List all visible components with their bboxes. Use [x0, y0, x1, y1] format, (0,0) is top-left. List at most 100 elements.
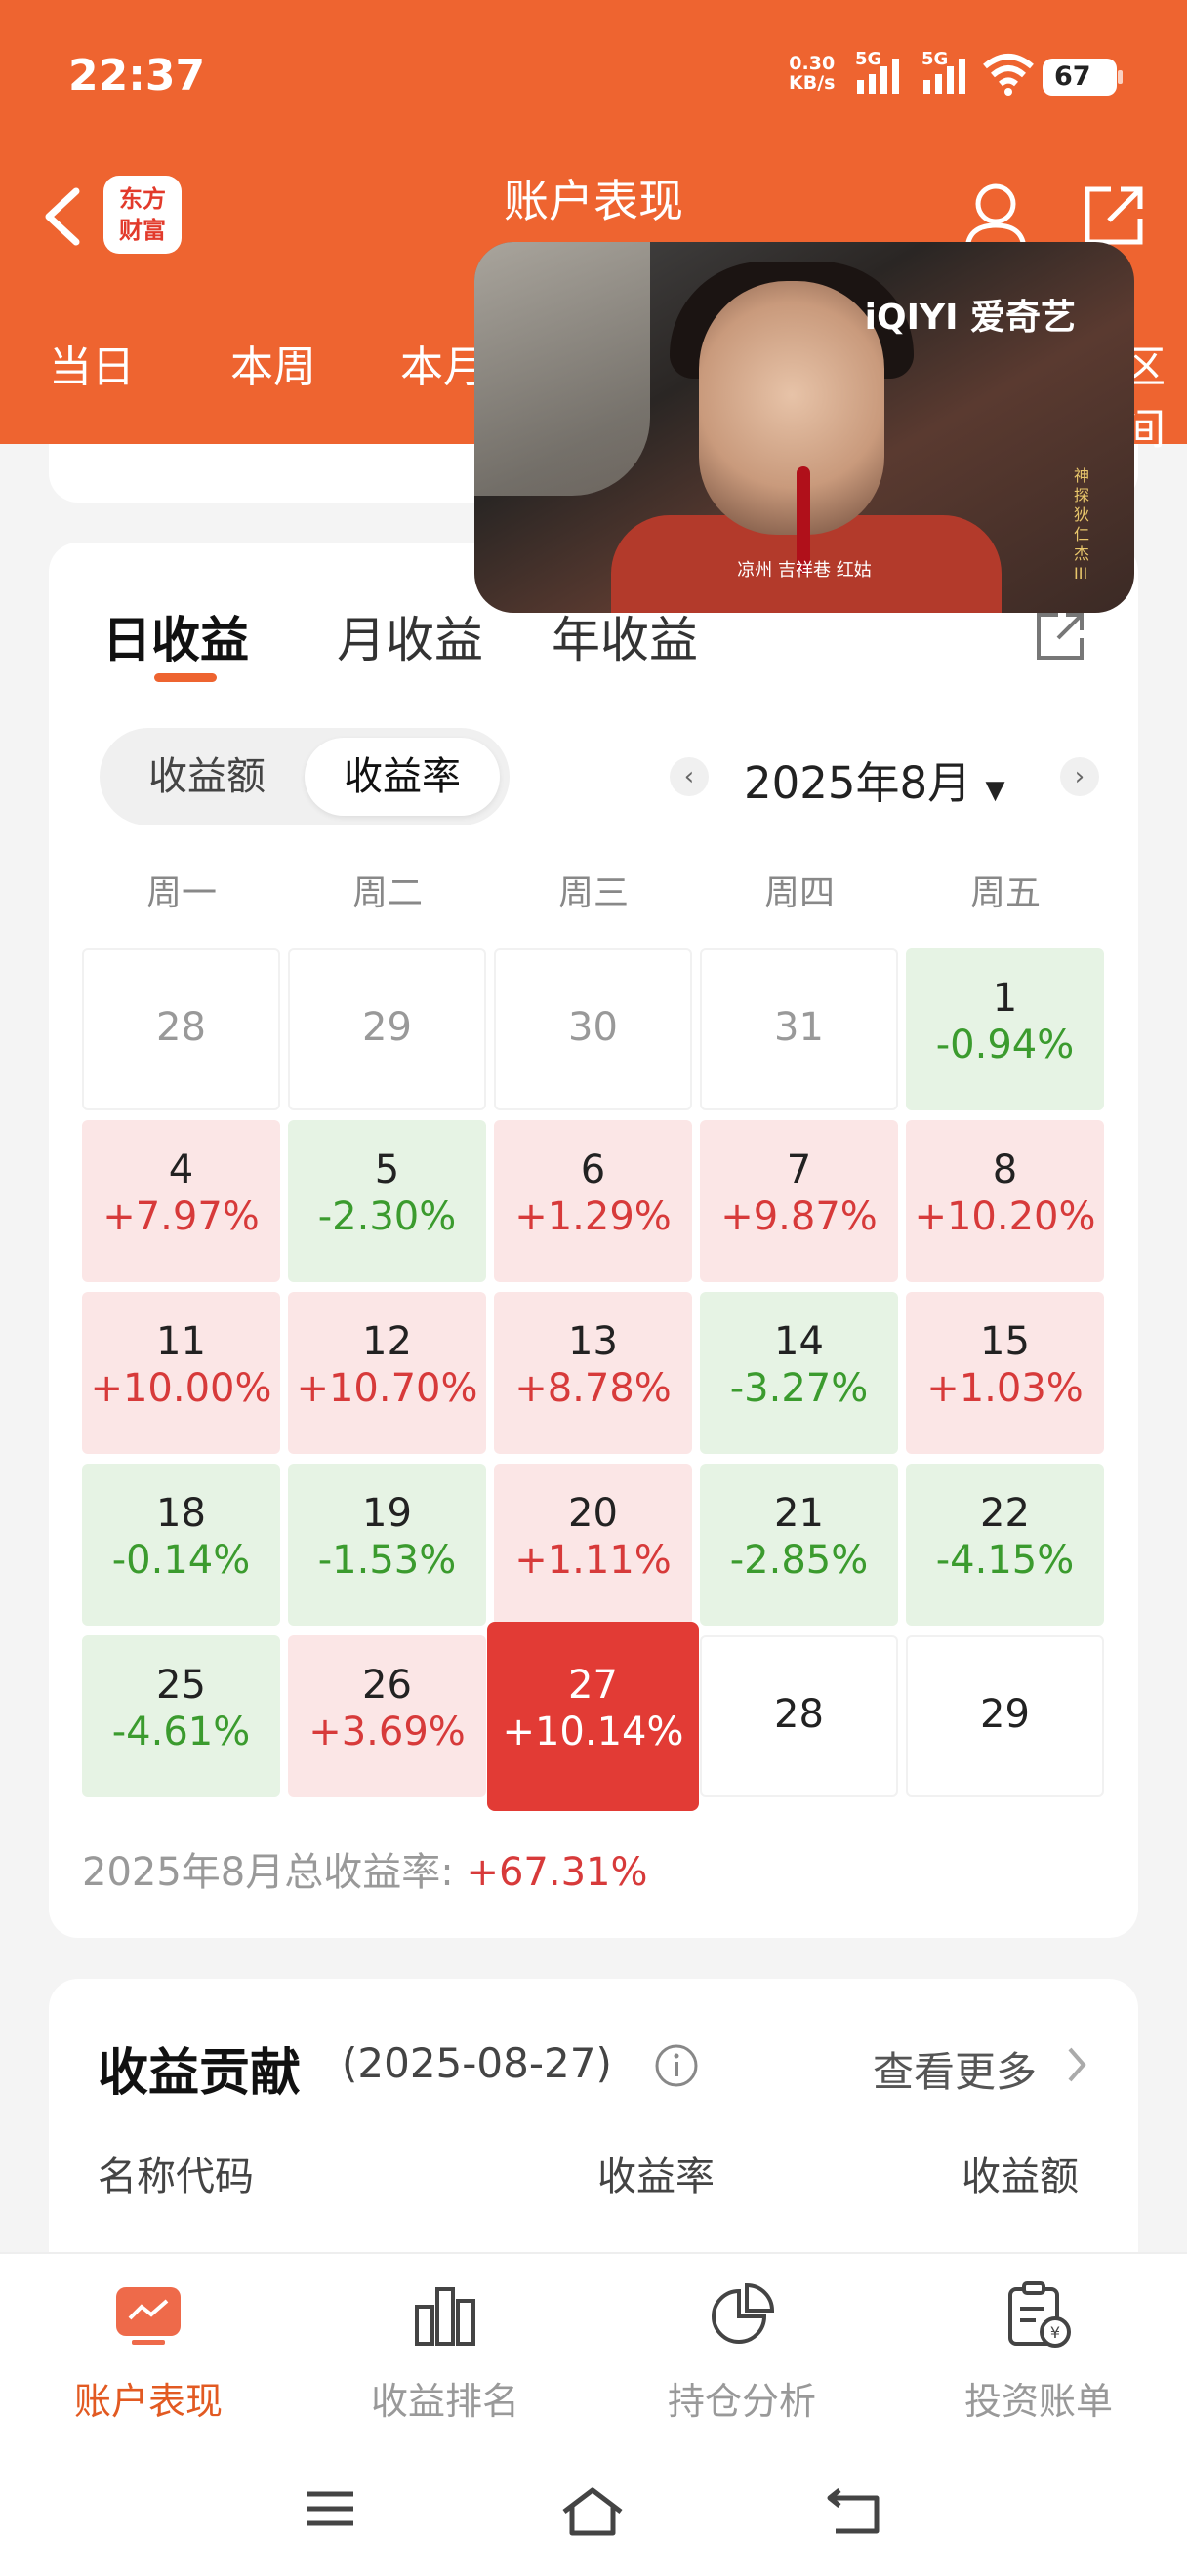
calendar-day[interactable]: 28: [82, 948, 280, 1110]
day-number: 7: [786, 1147, 812, 1192]
calendar-day-today[interactable]: 27 +10.14%: [487, 1622, 699, 1811]
share-icon[interactable]: [1033, 609, 1087, 664]
day-number: 30: [568, 1005, 618, 1050]
day-number: 8: [992, 1147, 1018, 1192]
day-return: +1.03%: [926, 1366, 1084, 1411]
tab-monthly-income[interactable]: 月收益: [337, 612, 483, 668]
active-tab-indicator: [154, 673, 217, 682]
period-tabs: 当日 本周 本月 区间: [0, 322, 1187, 455]
logo-line-2: 财富: [119, 217, 166, 244]
income-calendar-card: 日收益 月收益 年收益 收益额 收益率 ‹ 2025年8月 ▼ › 周一 周二 …: [49, 543, 1138, 1938]
signal-icon: 5G: [855, 49, 908, 98]
calendar-day[interactable]: 25 -4.61%: [82, 1635, 280, 1797]
video-frame-figure: [699, 281, 884, 535]
svg-text:¥: ¥: [1050, 2323, 1060, 2342]
app-logo: 东方 财富: [103, 176, 182, 254]
menu-icon[interactable]: [303, 2484, 357, 2533]
floating-video-player[interactable]: iQIYI 爱奇艺 神探狄仁杰III 凉州 吉祥巷 红姑: [474, 242, 1134, 613]
column-header-rate: 收益率: [597, 2154, 715, 2199]
calendar-day[interactable]: 19 -1.53%: [288, 1464, 486, 1626]
calendar-day[interactable]: 1 -0.94%: [906, 948, 1104, 1110]
day-number: 21: [774, 1491, 824, 1536]
day-return: -4.15%: [935, 1538, 1075, 1583]
network-speed: 0.30 KB/s: [789, 54, 835, 93]
video-vertical-title: 神探狄仁杰III: [1074, 466, 1090, 583]
day-number: 25: [156, 1663, 206, 1708]
calendar-day[interactable]: 30: [494, 948, 692, 1110]
income-contribution-card: 收益贡献 (2025-08-27) 查看更多 名称代码 收益率 收益额: [49, 1979, 1138, 2252]
calendar-day[interactable]: 28: [700, 1635, 898, 1797]
info-icon[interactable]: [654, 2043, 699, 2088]
toggle-income-rate[interactable]: 收益率: [305, 738, 500, 816]
calendar-day[interactable]: 31: [700, 948, 898, 1110]
weekday-label: 周一: [145, 873, 217, 913]
calendar-day[interactable]: 7 +9.87%: [700, 1120, 898, 1282]
calendar-day[interactable]: 21 -2.85%: [700, 1464, 898, 1626]
day-number: 19: [362, 1491, 412, 1536]
bottom-navigation: 账户表现 收益排名 持仓分析 ¥ 投资账单: [0, 2252, 1187, 2447]
back-icon[interactable]: [826, 2484, 884, 2537]
day-return: +10.20%: [914, 1194, 1096, 1239]
day-number: 11: [156, 1319, 206, 1364]
toggle-income-amount[interactable]: 收益额: [148, 754, 266, 799]
tab-this-week[interactable]: 本周: [230, 342, 316, 392]
day-return: +1.11%: [514, 1538, 672, 1583]
calendar-day[interactable]: 14 -3.27%: [700, 1292, 898, 1454]
day-number: 26: [362, 1663, 412, 1708]
day-number: 20: [568, 1491, 618, 1536]
tab-today[interactable]: 当日: [49, 342, 135, 392]
chart-screen-icon: [116, 2287, 181, 2345]
calendar-day[interactable]: 11 +10.00%: [82, 1292, 280, 1454]
calendar-day[interactable]: 15 +1.03%: [906, 1292, 1104, 1454]
month-selector[interactable]: 2025年8月 ▼: [744, 747, 1004, 811]
weekday-label: 周四: [763, 873, 835, 913]
view-more-link[interactable]: 查看更多: [873, 2048, 1038, 2096]
calendar-day[interactable]: 5 -2.30%: [288, 1120, 486, 1282]
nav-account-performance[interactable]: 账户表现: [0, 2254, 297, 2449]
summary-label: 2025年8月总收益率:: [82, 1850, 467, 1895]
caret-down-icon: ▼: [985, 776, 1005, 805]
share-icon[interactable]: [1082, 183, 1146, 248]
calendar-day[interactable]: 6 +1.29%: [494, 1120, 692, 1282]
nav-holdings-analysis[interactable]: 持仓分析: [594, 2254, 890, 2449]
day-number: 12: [362, 1319, 412, 1364]
column-header-name: 名称代码: [98, 2154, 254, 2199]
day-return: +1.29%: [514, 1194, 672, 1239]
tab-daily-income[interactable]: 日收益: [102, 612, 249, 668]
day-return: -0.14%: [111, 1538, 251, 1583]
calendar-day[interactable]: 13 +8.78%: [494, 1292, 692, 1454]
tab-yearly-income[interactable]: 年收益: [552, 612, 698, 668]
calendar-day[interactable]: 8 +10.20%: [906, 1120, 1104, 1282]
day-return: +10.00%: [90, 1366, 272, 1411]
calendar-day[interactable]: 29: [288, 948, 486, 1110]
day-return: +10.14%: [502, 1710, 684, 1754]
day-number: 4: [168, 1147, 194, 1192]
day-number: 15: [980, 1319, 1030, 1364]
day-number: 28: [774, 1692, 824, 1737]
back-arrow-icon[interactable]: [39, 187, 88, 246]
calendar-day[interactable]: 26 +3.69%: [288, 1635, 486, 1797]
calendar-day[interactable]: 18 -0.14%: [82, 1464, 280, 1626]
calendar-day[interactable]: 12 +10.70%: [288, 1292, 486, 1454]
day-number: 5: [374, 1147, 400, 1192]
status-time: 22:37: [68, 51, 206, 101]
tab-this-month[interactable]: 本月: [400, 342, 486, 392]
calendar-day[interactable]: 29: [906, 1635, 1104, 1797]
day-number: 29: [980, 1692, 1030, 1737]
calendar-day[interactable]: 22 -4.15%: [906, 1464, 1104, 1626]
user-service-icon[interactable]: [962, 181, 1030, 255]
signal-label: 5G: [921, 49, 949, 69]
summary-value: +67.31%: [466, 1850, 648, 1895]
nav-investment-bill[interactable]: ¥ 投资账单: [890, 2254, 1187, 2449]
prev-month-button[interactable]: ‹: [670, 757, 709, 796]
calendar-grid: 28 29 30 31 1 -0.94% 4 +7.97% 5 -2.30% 6 +1.29% 7 +9.…: [82, 948, 1107, 1811]
calendar-day[interactable]: 20 +1.11%: [494, 1464, 692, 1626]
chevron-right-icon[interactable]: [1064, 2045, 1089, 2084]
calendar-day[interactable]: 4 +7.97%: [82, 1120, 280, 1282]
nav-income-ranking[interactable]: 收益排名: [297, 2254, 594, 2449]
home-icon[interactable]: [558, 2484, 627, 2539]
page-title: 账户表现: [504, 175, 683, 227]
next-month-button[interactable]: ›: [1060, 757, 1099, 796]
video-caption: 凉州 吉祥巷 红姑: [737, 560, 872, 581]
day-return: -4.61%: [111, 1710, 251, 1754]
